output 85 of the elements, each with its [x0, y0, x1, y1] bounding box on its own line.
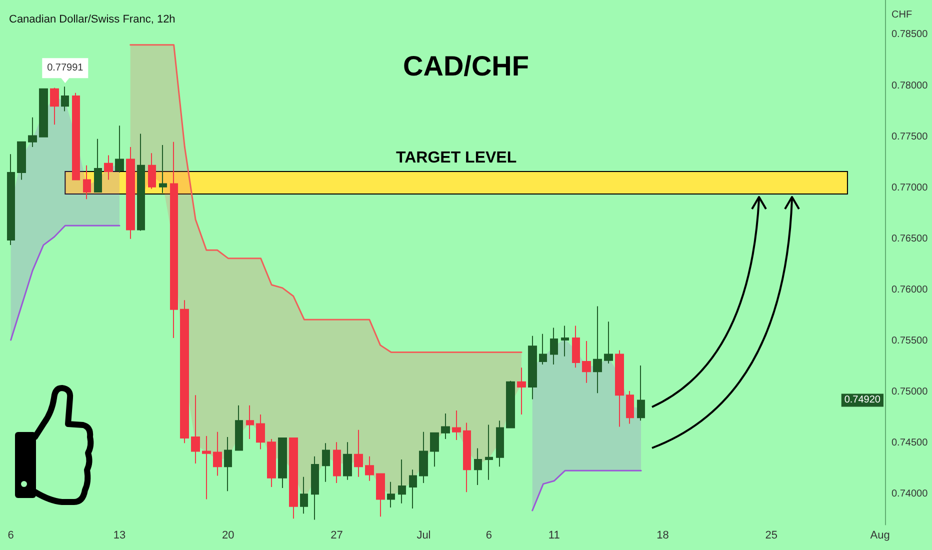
y-tick-label: 0.76500: [892, 233, 928, 244]
x-tick-label: 6: [486, 529, 492, 542]
y-tick-label: 0.75500: [892, 336, 928, 347]
candlestick: [409, 469, 417, 509]
candlestick: [311, 456, 319, 520]
candlestick: [539, 333, 547, 365]
x-tick-label: 13: [113, 529, 126, 542]
candlestick: [441, 413, 450, 440]
candlestick: [474, 448, 482, 486]
candlestick: [452, 410, 461, 441]
candlestick: [485, 424, 493, 480]
candlestick: [50, 87, 59, 126]
candlestick: [496, 420, 504, 468]
candlestick: [72, 92, 80, 180]
y-axis-title: CHF: [892, 10, 912, 20]
candlestick: [561, 325, 569, 357]
y-tick-label: 0.78500: [892, 29, 928, 40]
candlestick: [180, 300, 189, 444]
candlestick: [213, 431, 222, 476]
x-tick-label: 27: [330, 529, 343, 542]
y-tick-label: 0.77000: [892, 182, 928, 194]
candlestick: [626, 390, 634, 424]
candlestick: [593, 306, 602, 394]
candlestick: [572, 325, 580, 368]
candlestick: [550, 327, 558, 365]
x-tick-label: Aug: [870, 529, 890, 542]
candlestick: [300, 476, 308, 514]
candlestick: [376, 473, 385, 518]
band-label: TARGET LEVEL: [396, 150, 517, 167]
x-tick-label: Jul: [416, 529, 431, 542]
y-tick-label: 0.75000: [892, 386, 928, 398]
candlestick: [224, 436, 232, 492]
candlestick: [604, 321, 613, 364]
candlestick: [267, 438, 276, 488]
candlestick: [430, 432, 439, 468]
candlestick: [115, 125, 124, 174]
candlestick: [256, 414, 265, 450]
annotation: 0.77991: [47, 62, 84, 74]
candlestick: [637, 365, 645, 422]
candlestick: [354, 429, 363, 478]
candlestick: [104, 154, 113, 180]
candlestick: [528, 335, 537, 400]
candlestick: [387, 481, 395, 508]
candlestick: [83, 164, 91, 200]
candlestick: [170, 141, 178, 338]
candlestick: [398, 458, 406, 504]
candlestick: [137, 133, 145, 232]
candlestick: [289, 438, 298, 520]
x-tick-label: 11: [548, 529, 560, 542]
y-tick-label: 0.78000: [892, 80, 928, 92]
candlestick: [28, 116, 37, 148]
candlestick: [191, 394, 200, 464]
candlestick: [517, 367, 526, 416]
candlestick: [582, 340, 591, 384]
candlestick: [7, 154, 15, 246]
candlestick: [343, 442, 352, 480]
candlestick: [17, 141, 26, 180]
candlestick: [365, 456, 374, 482]
x-tick-label: 18: [656, 529, 669, 542]
text: Canadian Dollar/Swiss Franc, 12h: [9, 14, 176, 26]
x-tick-label: 25: [765, 529, 778, 542]
candlestick: [333, 442, 341, 484]
candlestick: [202, 435, 211, 500]
candlestick: [419, 431, 428, 484]
candlestick: [322, 442, 330, 482]
x-tick-label: 6: [8, 529, 14, 542]
candlestick: [94, 138, 102, 192]
candlestick: [39, 88, 48, 138]
candlestick: [278, 438, 287, 489]
candlestick: [246, 404, 254, 440]
candlestick: [159, 144, 167, 194]
y-tick-label: 0.74000: [892, 488, 928, 500]
candlestick: [615, 350, 624, 428]
candlestick: [148, 152, 156, 190]
candlestick: [463, 422, 471, 493]
x-tick-label: 20: [222, 529, 234, 542]
y-tick-label: 0.77500: [892, 131, 928, 142]
text: CAD/CHF: [403, 50, 529, 82]
candlestick: [235, 404, 243, 451]
candlestick: [61, 86, 69, 112]
candlestick: [506, 380, 515, 428]
candlestick: [126, 146, 135, 240]
annotation: 0.74920: [844, 394, 881, 406]
y-tick-label: 0.76000: [892, 284, 928, 296]
y-tick-label: 0.74500: [892, 438, 928, 449]
